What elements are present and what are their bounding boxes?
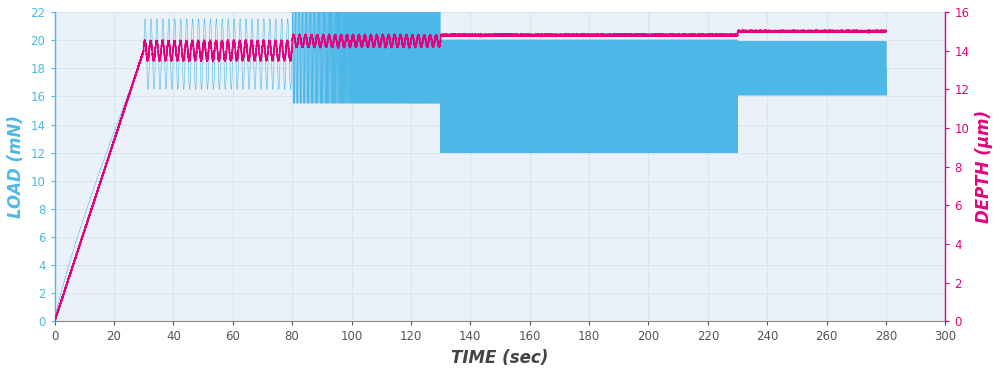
X-axis label: TIME (sec): TIME (sec): [451, 349, 549, 367]
Y-axis label: DEPTH (μm): DEPTH (μm): [975, 110, 993, 223]
Y-axis label: LOAD (mN): LOAD (mN): [7, 115, 25, 218]
